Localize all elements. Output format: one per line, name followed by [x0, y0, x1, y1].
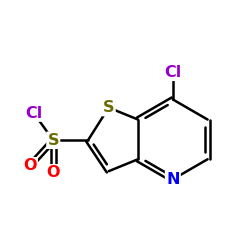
Text: O: O — [46, 165, 60, 180]
Text: Cl: Cl — [164, 65, 182, 80]
Text: S: S — [103, 100, 115, 115]
Text: N: N — [166, 172, 179, 187]
Text: Cl: Cl — [25, 106, 42, 120]
Text: O: O — [23, 158, 37, 173]
Text: S: S — [48, 133, 59, 148]
